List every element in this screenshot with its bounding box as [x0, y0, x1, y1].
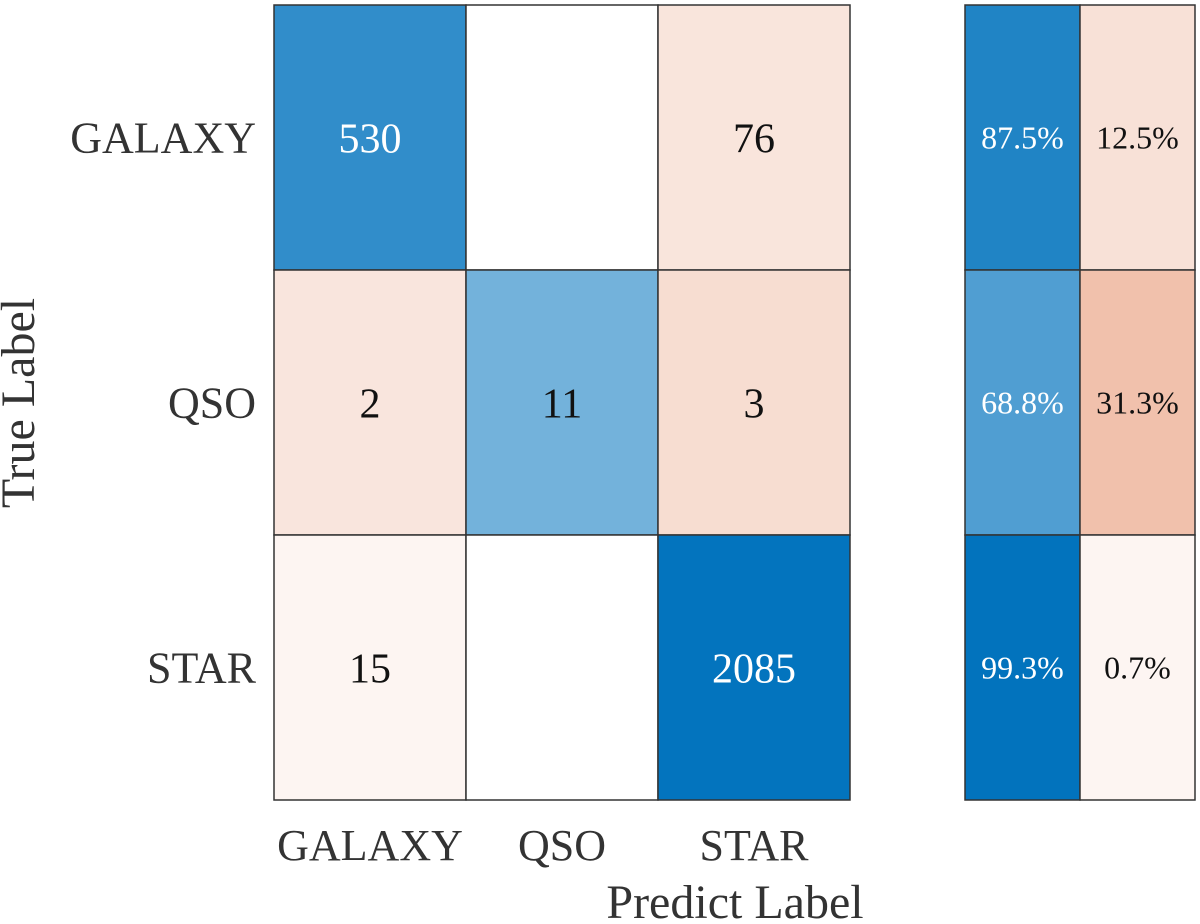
x-tick-star: STAR: [700, 821, 810, 870]
x-tick-labels: GALAXY QSO STAR: [277, 821, 809, 870]
summary-cell-1-correct: [964, 269, 1081, 536]
summary-cell-2-incorrect: [1079, 534, 1196, 801]
matrix-value-1-0: 2: [360, 382, 381, 428]
matrix-cells: 530 76 2 11 3 15 2085: [273, 4, 851, 801]
summary-value-0-correct: 87.5%: [981, 120, 1064, 156]
matrix-value-0-0: 530: [339, 117, 402, 163]
matrix-value-0-2: 76: [733, 117, 775, 163]
y-tick-labels: GALAXY QSO STAR: [70, 114, 256, 693]
matrix-cell-2-1: [465, 534, 659, 801]
summary-value-1-correct: 68.8%: [981, 385, 1064, 421]
summary-cell-2-correct: [964, 534, 1081, 801]
y-tick-galaxy: GALAXY: [70, 114, 256, 163]
summary-value-2-correct: 99.3%: [981, 650, 1064, 686]
matrix-value-1-2: 3: [744, 382, 765, 428]
matrix-cell-1-1: [465, 269, 659, 536]
matrix-cell-0-0: [273, 4, 467, 271]
summary-value-0-incorrect: 12.5%: [1096, 120, 1179, 156]
matrix-cell-2-2: [657, 534, 851, 801]
y-tick-star: STAR: [147, 644, 257, 693]
summary-value-2-incorrect: 0.7%: [1104, 650, 1171, 686]
row-summary-cells: 87.5% 12.5% 68.8% 31.3% 99.3% 0.7%: [964, 4, 1196, 801]
summary-cell-0-correct: [964, 4, 1081, 271]
summary-value-1-incorrect: 31.3%: [1096, 385, 1179, 421]
summary-cell-1-incorrect: [1079, 269, 1196, 536]
matrix-value-2-2: 2085: [712, 647, 796, 693]
matrix-cell-2-0: [273, 534, 467, 801]
matrix-cell-1-0: [273, 269, 467, 536]
y-axis-label: True Label: [0, 298, 45, 508]
y-tick-qso: QSO: [168, 379, 256, 428]
x-axis-label: Predict Label: [606, 876, 863, 924]
matrix-cell-0-2: [657, 4, 851, 271]
x-tick-galaxy: GALAXY: [277, 821, 463, 870]
matrix-cell-1-2: [657, 269, 851, 536]
matrix-cell-0-1: [465, 4, 659, 271]
matrix-value-2-0: 15: [349, 647, 391, 693]
matrix-value-1-1: 11: [542, 382, 582, 428]
x-tick-qso: QSO: [518, 821, 606, 870]
